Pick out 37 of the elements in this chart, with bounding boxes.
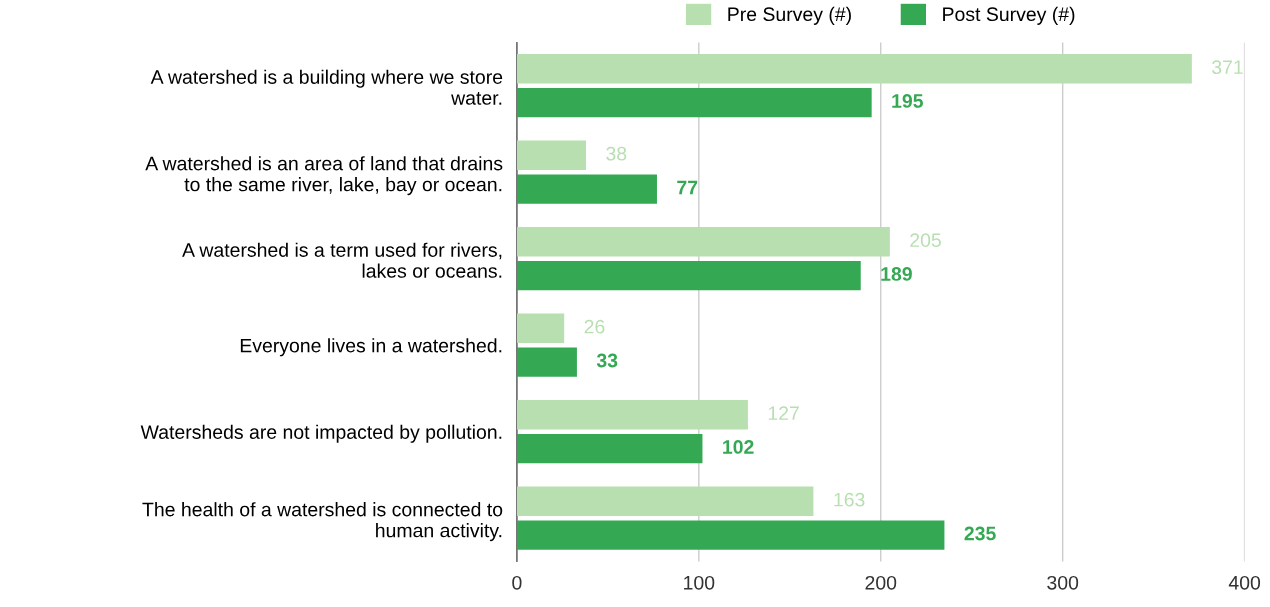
y-tick-label: Everyone lives in a watershed.: [240, 338, 502, 357]
bar: [516, 140, 587, 171]
bar: [516, 313, 565, 344]
y-tick-label: Watersheds are not impacted by pollution.: [140, 424, 502, 443]
data-label: 77: [677, 180, 698, 195]
data-label: 33: [596, 353, 618, 368]
legend-label: Post Survey (#): [943, 6, 1075, 25]
data-label: 38: [606, 146, 627, 161]
x-tick-label: 100: [684, 575, 715, 590]
x-tick-label: 400: [1228, 575, 1261, 590]
data-label: 26: [584, 319, 605, 334]
y-tick-label: A watershed is a term used for rivers, lakes or oceans.: [182, 242, 502, 278]
bar: [516, 174, 657, 204]
bar: [516, 227, 890, 257]
bar: [516, 87, 872, 118]
data-label: 127: [768, 406, 799, 420]
y-tick-label: The health of a watershed is connected to human activity.: [142, 502, 503, 542]
data-label: 235: [964, 526, 996, 541]
x-tick-label: 200: [865, 575, 897, 590]
bar: [516, 260, 861, 291]
y-tick-label: A watershed is a building where we store water.: [150, 69, 503, 105]
bar: [516, 520, 945, 550]
legend-label: Pre Survey (#): [728, 6, 851, 25]
bar: [516, 400, 748, 430]
data-label: 189: [881, 267, 912, 281]
y-tick-label: A watershed is an area of land that drains to the same river, lake, bay or ocean.: [145, 156, 503, 196]
x-tick-label: 0: [512, 575, 522, 590]
bar: [516, 347, 577, 377]
data-label: 205: [910, 233, 941, 248]
data-label: 102: [723, 440, 754, 454]
data-label: 163: [834, 492, 865, 507]
bar: [516, 54, 1192, 84]
data-label: 371: [1212, 60, 1243, 75]
bar: [516, 433, 703, 464]
bar: [516, 486, 814, 517]
x-tick-label: 300: [1047, 575, 1079, 590]
data-label: 195: [892, 94, 923, 108]
